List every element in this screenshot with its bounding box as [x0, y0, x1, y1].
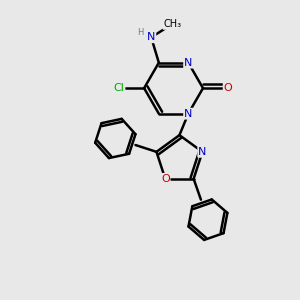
Text: N: N — [147, 32, 155, 42]
Text: Cl: Cl — [114, 83, 124, 93]
Text: O: O — [224, 83, 233, 93]
Text: N: N — [184, 109, 193, 119]
Text: N: N — [184, 58, 193, 68]
Text: H: H — [137, 28, 143, 38]
Text: O: O — [161, 174, 170, 184]
Text: CH₃: CH₃ — [164, 19, 181, 29]
Text: N: N — [198, 147, 207, 157]
